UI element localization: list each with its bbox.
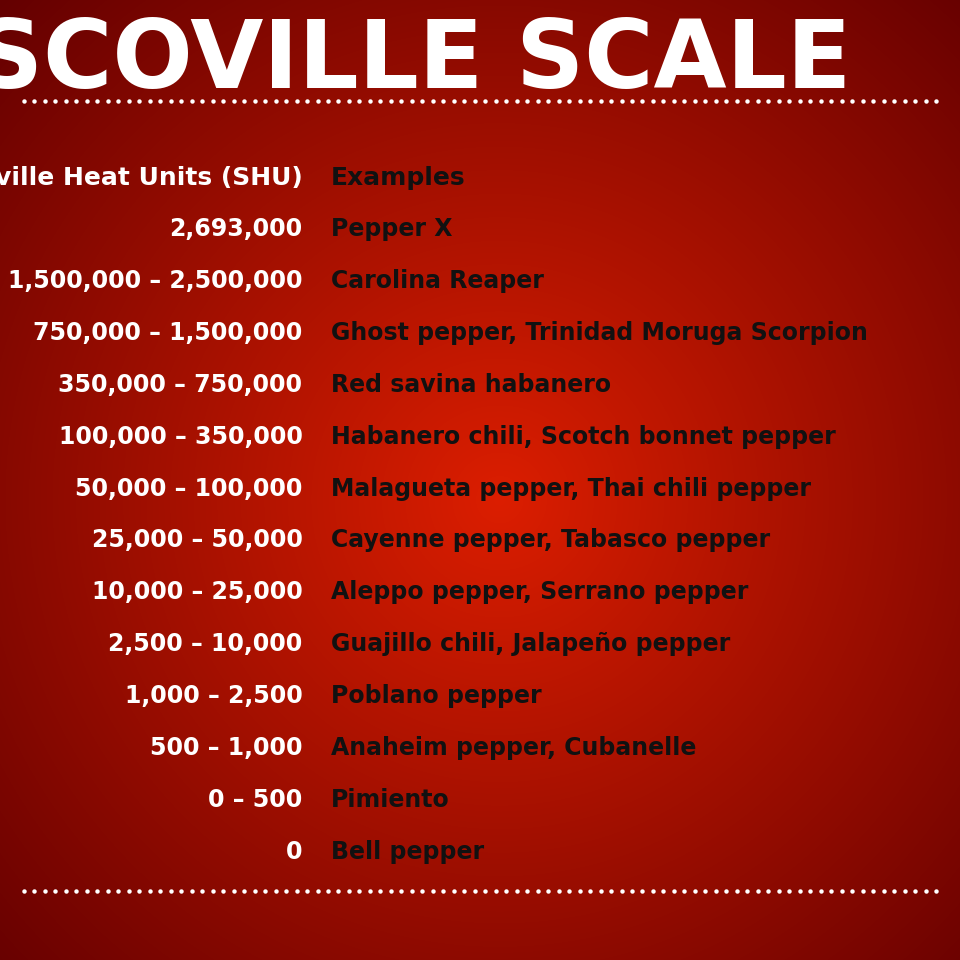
Text: 25,000 – 50,000: 25,000 – 50,000 [91,529,302,553]
Text: Carolina Reaper: Carolina Reaper [331,270,544,294]
Text: Pepper X: Pepper X [331,218,453,242]
Text: 50,000 – 100,000: 50,000 – 100,000 [75,477,302,501]
Text: 10,000 – 25,000: 10,000 – 25,000 [91,580,302,605]
Text: Ghost pepper, Trinidad Moruga Scorpion: Ghost pepper, Trinidad Moruga Scorpion [331,322,868,346]
Text: Scoville Heat Units (SHU): Scoville Heat Units (SHU) [0,165,302,190]
Text: 2,500 – 10,000: 2,500 – 10,000 [108,633,302,657]
Text: 750,000 – 1,500,000: 750,000 – 1,500,000 [34,322,302,346]
Text: Pimiento: Pimiento [331,787,450,812]
Text: Guajillo chili, Jalapeño pepper: Guajillo chili, Jalapeño pepper [331,633,731,657]
Text: Malagueta pepper, Thai chili pepper: Malagueta pepper, Thai chili pepper [331,477,811,501]
Text: Red savina habanero: Red savina habanero [331,373,612,397]
Text: Habanero chili, Scotch bonnet pepper: Habanero chili, Scotch bonnet pepper [331,425,836,449]
Text: SCOVILLE SCALE: SCOVILLE SCALE [0,16,851,108]
Text: 500 – 1,000: 500 – 1,000 [150,736,302,760]
Text: Anaheim pepper, Cubanelle: Anaheim pepper, Cubanelle [331,736,697,760]
Text: Aleppo pepper, Serrano pepper: Aleppo pepper, Serrano pepper [331,580,749,605]
Text: 1,500,000 – 2,500,000: 1,500,000 – 2,500,000 [8,270,302,294]
Text: 0 – 500: 0 – 500 [208,787,302,812]
Text: Examples: Examples [331,165,466,190]
Text: 100,000 – 350,000: 100,000 – 350,000 [59,425,302,449]
Text: 1,000 – 2,500: 1,000 – 2,500 [125,684,302,708]
Text: Cayenne pepper, Tabasco pepper: Cayenne pepper, Tabasco pepper [331,529,770,553]
Text: Bell pepper: Bell pepper [331,839,485,864]
Text: 350,000 – 750,000: 350,000 – 750,000 [59,373,302,397]
Text: 2,693,000: 2,693,000 [169,218,302,242]
Text: 0: 0 [286,839,302,864]
Text: Poblano pepper: Poblano pepper [331,684,541,708]
